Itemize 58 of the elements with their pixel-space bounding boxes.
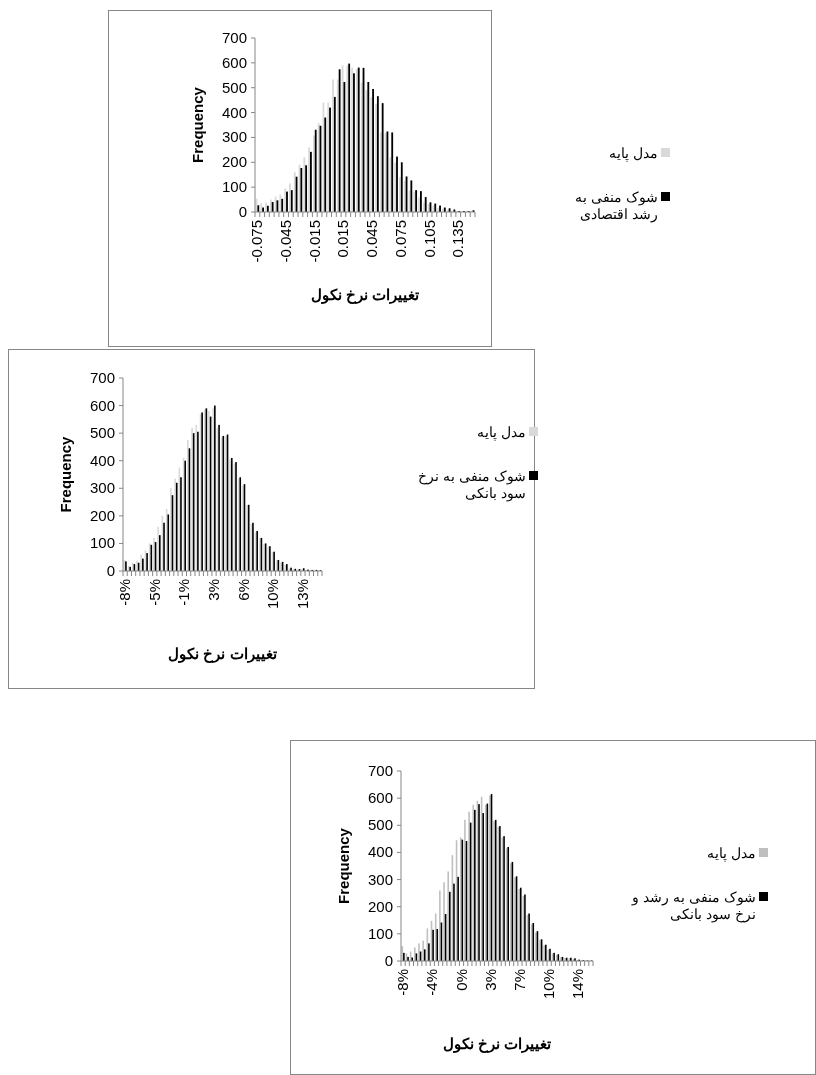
x-tick-label: -1%	[175, 579, 193, 606]
x-tick-label: 7%	[510, 969, 528, 991]
y-axis-title: Frequency	[335, 827, 352, 904]
y-tick-label: 100	[221, 178, 247, 196]
x-tick-label: -0.045	[277, 220, 295, 263]
y-tick-label: 700	[367, 762, 393, 779]
y-tick-label: 400	[89, 451, 115, 469]
y-axis-title: Frequency	[57, 435, 74, 513]
x-tick-label: 3%	[205, 579, 223, 601]
y-tick-label: 300	[221, 128, 247, 146]
y-tick-label: 200	[221, 153, 247, 171]
x-tick-label: 14%	[569, 969, 587, 1000]
x-tick-label: 0.105	[420, 220, 438, 258]
x-tick-label: 6%	[234, 579, 252, 601]
x-tick-label: 13%	[293, 579, 311, 610]
y-tick-label: 0	[238, 203, 247, 220]
x-axis-title: تغییرات نرخ نکول	[442, 1035, 552, 1053]
x-tick-label: 0%	[452, 969, 470, 991]
x-tick-label: -4%	[423, 969, 441, 996]
x-tick-label: 10%	[264, 579, 282, 610]
y-tick-label: 200	[89, 506, 115, 524]
legend-label: مدل پایه	[609, 145, 658, 162]
x-tick-label: 10%	[540, 969, 558, 1000]
x-tick-label: 0.045	[363, 220, 381, 258]
y-tick-label: 400	[367, 843, 393, 861]
x-tick-label: -0.015	[305, 220, 323, 263]
y-tick-label: 300	[367, 870, 393, 888]
y-tick-label: 500	[367, 816, 393, 834]
y-tick-label: 400	[221, 103, 247, 121]
y-tick-label: 700	[221, 29, 247, 46]
x-tick-label: -8%	[394, 969, 412, 996]
y-tick-label: 600	[367, 789, 393, 807]
y-tick-label: 500	[221, 78, 247, 96]
x-tick-label: 0.135	[449, 220, 467, 258]
legend-label: مدل پایه	[707, 845, 756, 862]
y-tick-label: 100	[89, 534, 115, 552]
y-tick-label: 600	[221, 53, 247, 71]
legend-label: مدل پایه	[477, 424, 526, 441]
x-tick-label: -8%	[116, 579, 134, 606]
x-tick-label: 3%	[481, 969, 499, 991]
y-tick-label: 500	[89, 424, 115, 442]
x-tick-label: -5%	[145, 579, 163, 606]
legend-label: شوک منفی به رشد اقتصادی	[575, 189, 658, 223]
legend-label: شوک منفی به رشد و نرخ سود بانکی	[631, 889, 756, 923]
x-tick-label: -0.075	[248, 220, 266, 263]
x-axis-title: تغییرات نرخ نکول	[168, 645, 277, 663]
y-tick-label: 300	[89, 479, 115, 497]
legend-label: شوک منفی به نرخ سود بانکی	[418, 468, 526, 502]
y-tick-label: 200	[367, 897, 393, 915]
y-tick-label: 700	[89, 369, 115, 386]
x-tick-label: 0.075	[391, 220, 409, 258]
y-tick-label: 0	[106, 562, 115, 579]
y-tick-label: 100	[367, 924, 393, 942]
y-tick-label: 600	[89, 396, 115, 414]
x-axis-title: تغییرات نرخ نکول	[310, 286, 420, 304]
x-tick-label: 0.015	[334, 220, 352, 258]
y-axis-title: Frequency	[189, 86, 206, 163]
y-tick-label: 0	[384, 952, 393, 969]
